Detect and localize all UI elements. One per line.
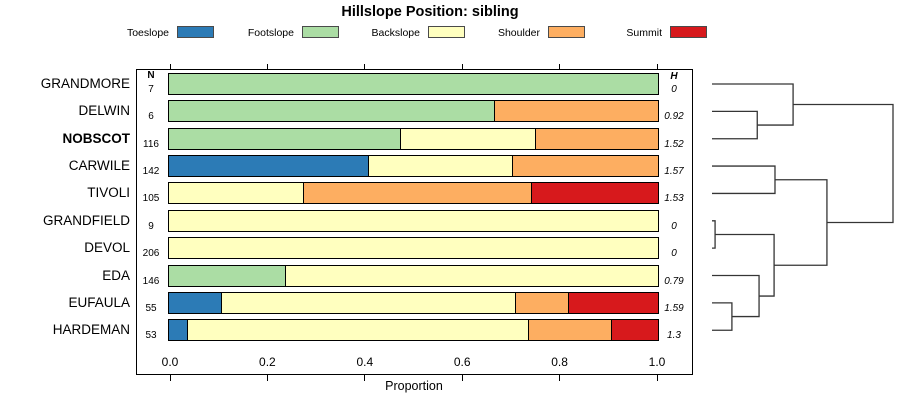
legend-swatch-summit <box>670 26 707 38</box>
x-tick-label: 0.0 <box>161 355 179 369</box>
bar-segment-footslope <box>169 74 658 94</box>
x-tick-top <box>169 63 171 69</box>
bar-segment-backslope <box>169 210 658 231</box>
dendrogram-links <box>712 83 894 331</box>
row-label: GRANDFIELD <box>42 212 130 228</box>
row-n-value: 116 <box>143 138 159 150</box>
row-n-value: 7 <box>148 84 154 95</box>
row-label: CARWILE <box>68 158 130 174</box>
x-tick-top <box>266 63 268 69</box>
bar-segment-shoulder <box>515 292 569 313</box>
x-tick-bottom <box>266 375 268 381</box>
row-n-value: 105 <box>142 193 160 205</box>
stacked-bar <box>168 319 659 342</box>
bar-segment-toeslope <box>169 320 188 341</box>
row-label: EUFAULA <box>68 294 130 310</box>
row-label: TIVOLI <box>87 185 130 201</box>
bar-segment-shoulder <box>303 183 533 204</box>
row-n-value: 146 <box>142 275 160 287</box>
x-tick-top <box>364 63 366 69</box>
x-tick-bottom <box>461 375 463 381</box>
row-label: HARDEMAN <box>52 322 130 338</box>
row-h-value: 0.92 <box>664 111 684 123</box>
stacked-bar <box>168 209 659 232</box>
bar-segment-footslope <box>169 128 401 149</box>
row-h-value: 1.57 <box>664 166 684 178</box>
row-n-value: 6 <box>148 111 154 123</box>
chart-title: Hillslope Position: sibling <box>341 4 519 20</box>
legend-label: Toeslope <box>126 27 169 39</box>
legend-swatch-toeslope <box>177 26 214 38</box>
stacked-bar <box>168 291 659 314</box>
legend-label: Footslope <box>247 27 294 39</box>
h-column-header: H <box>670 70 678 82</box>
stacked-bar <box>168 182 659 205</box>
row-n-value: 53 <box>145 330 157 342</box>
x-tick-top <box>656 63 658 69</box>
stacked-bar <box>168 127 659 150</box>
bar-segment-toeslope <box>169 156 369 177</box>
bar-segment-summit <box>532 183 658 204</box>
bar-segment-backslope <box>222 292 516 313</box>
bar-segment-backslope <box>169 183 304 204</box>
bar-segment-shoulder <box>495 101 658 122</box>
row-h-value: 1.53 <box>664 193 684 205</box>
legend-label: Shoulder <box>497 27 540 39</box>
row-h-value: 0 <box>671 84 677 95</box>
row-n-value: 9 <box>148 220 154 232</box>
legend-label: Backslope <box>371 27 420 39</box>
bar-segment-footslope <box>169 101 496 122</box>
bar-segment-summit <box>612 320 658 341</box>
row-h-value: 1.59 <box>664 302 684 314</box>
row-n-value: 206 <box>142 248 160 260</box>
bar-segment-backslope <box>187 320 529 341</box>
x-tick-top <box>559 63 561 69</box>
bar-segment-shoulder <box>535 128 658 149</box>
x-tick-bottom <box>559 375 561 381</box>
x-tick-bottom <box>169 375 171 381</box>
legend-swatch-shoulder <box>548 26 585 38</box>
stacked-bar <box>168 264 659 287</box>
bar-segment-backslope <box>368 156 514 177</box>
bar-segment-shoulder <box>528 320 613 341</box>
row-h-value: 0.79 <box>664 275 684 287</box>
plot-area <box>136 69 693 375</box>
x-tick-label: 0.6 <box>453 355 471 369</box>
legend-swatch-backslope <box>428 26 465 38</box>
row-h-value: 0 <box>671 220 677 232</box>
stacked-bar <box>168 100 659 123</box>
x-tick-label: 0.8 <box>551 355 568 369</box>
row-n-value: 142 <box>142 166 160 178</box>
x-axis-title: Proportion <box>385 379 443 393</box>
row-label: EDA <box>102 267 130 283</box>
bar-segment-summit <box>568 292 658 313</box>
x-tick-label: 0.4 <box>356 355 374 369</box>
stacked-bar <box>168 155 659 178</box>
bar-segment-backslope <box>400 128 536 149</box>
x-tick-top <box>461 63 463 69</box>
bar-segment-shoulder <box>513 156 658 177</box>
x-tick-bottom <box>656 375 658 381</box>
legend-swatch-footslope <box>302 26 339 38</box>
row-label: NOBSCOT <box>62 130 131 146</box>
row-h-value: 1.3 <box>667 330 681 342</box>
bar-segment-backslope <box>286 265 658 286</box>
bar-segment-toeslope <box>169 292 223 313</box>
row-label: DEVOL <box>84 240 130 256</box>
bar-segment-footslope <box>169 265 287 286</box>
row-label: GRANDMORE <box>40 76 130 91</box>
n-column-header: N <box>147 70 155 81</box>
x-tick-bottom <box>364 375 366 381</box>
stacked-bar <box>168 73 659 95</box>
row-h-value: 0 <box>671 248 677 260</box>
bar-segment-backslope <box>169 238 658 259</box>
row-n-value: 55 <box>145 302 157 314</box>
x-tick-label: 1.0 <box>648 355 666 369</box>
row-h-value: 1.52 <box>664 138 684 150</box>
row-label: DELWIN <box>78 103 130 119</box>
x-tick-label: 0.2 <box>259 355 276 369</box>
stacked-bar <box>168 237 659 260</box>
legend-label: Summit <box>626 27 662 39</box>
